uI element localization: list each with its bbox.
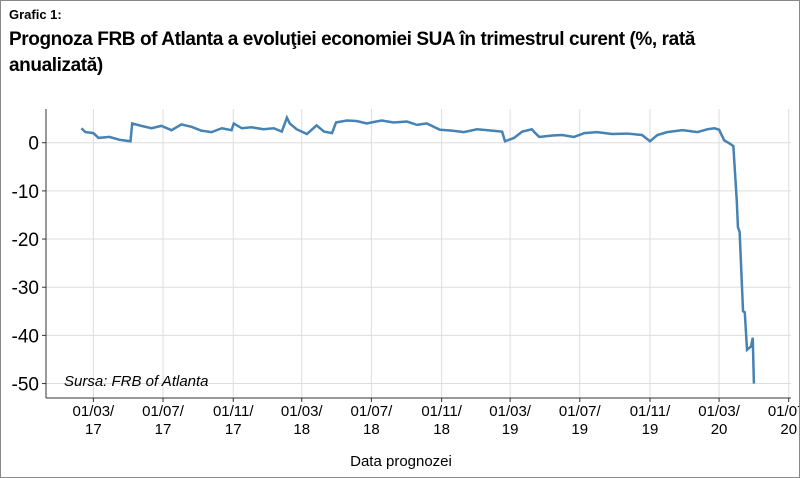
x-tick-label: 01/03/ 18: [280, 403, 323, 438]
x-tick-label: 01/07/ 19: [558, 403, 601, 438]
x-tick-label: 01/07/ 17: [142, 403, 184, 438]
x-axis-label: Data prognozei: [350, 453, 452, 470]
x-tick-label: 01/11/ 17: [212, 403, 254, 438]
x-tick-label: 01/03/ 20: [698, 403, 740, 438]
x-tick-label: 01/07/ 18: [350, 403, 393, 438]
y-tick-label: -40: [12, 326, 39, 347]
x-tick-label: 01/07/ 20: [767, 403, 799, 438]
x-tick-label: 01/11/ 19: [629, 403, 671, 438]
annotation: Sursa: FRB of Atlanta: [64, 373, 209, 390]
chart-subtitle: Grafic 1:: [9, 7, 62, 22]
y-tick-label: -30: [12, 278, 39, 299]
x-tick-label: 01/03/ 19: [489, 403, 531, 438]
x-tick-label: 01/11/ 18: [421, 403, 462, 438]
plot-background: [46, 109, 791, 398]
chart-title: Prognoza FRB of Atlanta a evoluţiei econ…: [9, 29, 695, 76]
x-tick-label: 01/03/ 17: [72, 403, 115, 438]
data-line: [80, 114, 756, 384]
y-tick-label: 0: [28, 134, 39, 155]
y-tick-label: -50: [12, 375, 39, 396]
y-tick-label: -10: [12, 182, 39, 203]
y-tick-label: -20: [12, 230, 39, 251]
